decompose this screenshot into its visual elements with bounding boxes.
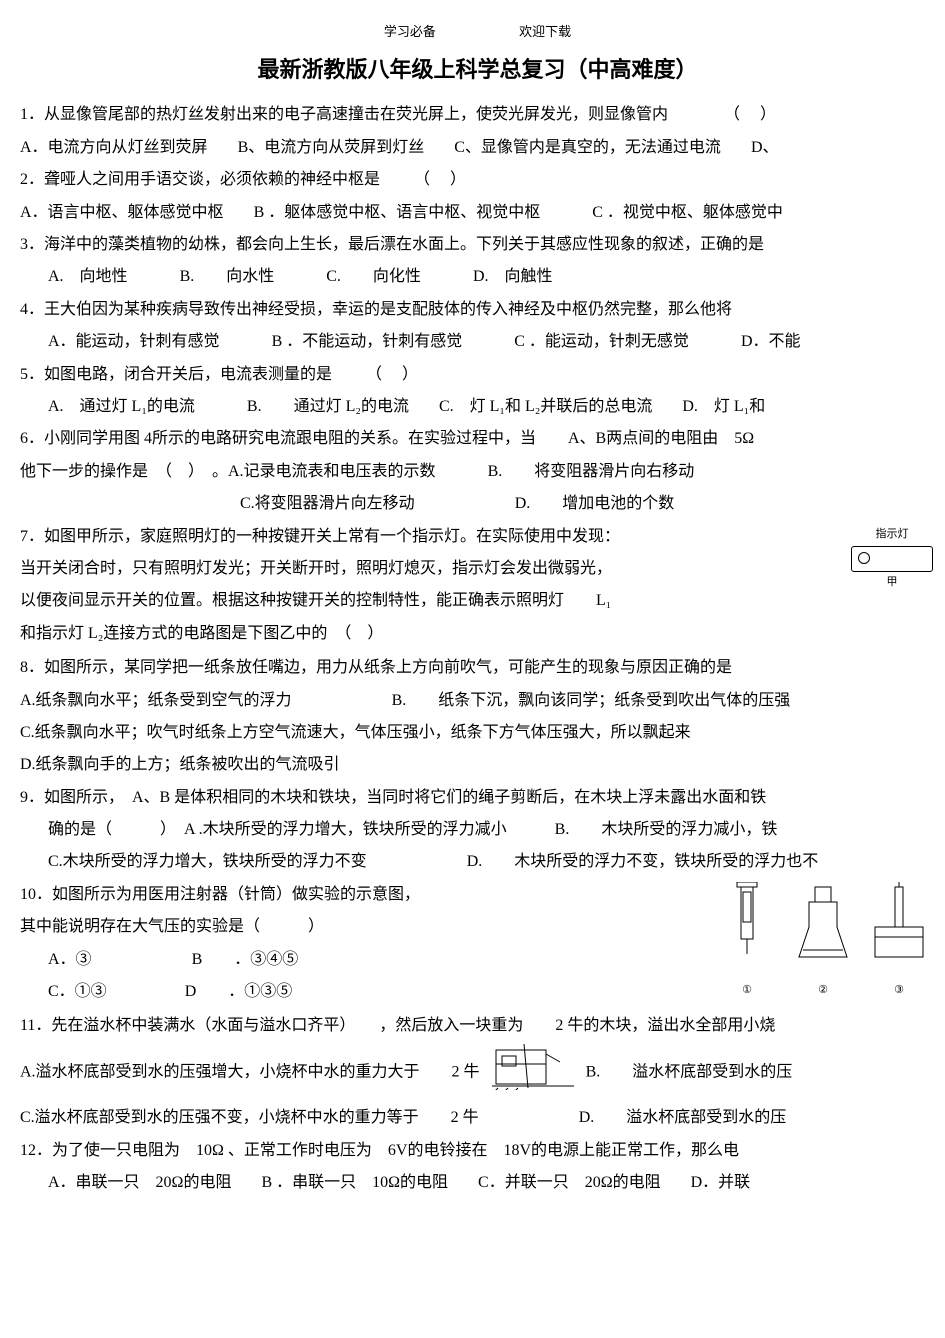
q11-cd: C.溢水杯底部受到水的压强不变，小烧杯中水的重力等于 2 牛 D. 溢水杯底部受… [20,1103,935,1133]
syringe-icon [713,882,781,972]
q12-options: A．串联一只 20Ω的电阻 B ．串联一只 10Ω的电阻 C．并联一只 20Ω的… [20,1168,935,1198]
q5-options: A. 通过灯 L₁的电流 B. 通过灯 L₂的电流 C. 灯 L₁和 L₂并联后… [20,392,935,422]
q8-d: D.纸条飘向手的上方；纸条被吹出的气流吸引 [20,750,935,780]
q11-stem: 11．先在溢水杯中装满水（水面与溢水口齐平） ，然后放入一块重为 2 牛的木块，… [20,1011,935,1041]
q7-stem4: 和指示灯 L₂连接方式的电路图是下图乙中的 （ ） [20,619,935,649]
q7-figure: 指示灯 甲 [849,524,935,594]
q6-stem1: 6．小刚同学用图 4所示的电路研究电流跟电阻的关系。在实验过程中，当 A、B两点… [20,424,935,454]
q9-stem2: 确的是（ ） A .木块所受的浮力增大，铁块所受的浮力减小 B. 木块所受的浮力… [20,815,935,845]
syringe-1: ① [711,882,783,1001]
q8-c: C.纸条飘向水平；吹气时纸条上方空气流速大，气体压强小，纸条下方气体压强大，所以… [20,718,935,748]
q1-options: A．电流方向从灯丝到荧屏 B、电流方向从荧屏到灯丝 C、显像管内是真空的，无法通… [20,133,935,163]
q4-stem: 4．王大伯因为某种疾病导致传出神经受损，幸运的是支配肢体的传入神经及中枢仍然完整… [20,295,935,325]
q4-options: A．能运动，针刺有感觉 B ．不能运动，针刺有感觉 C ．能运动，针刺无感觉 D… [20,327,935,357]
q2-options: A．语言中枢、躯体感觉中枢 B ．躯体感觉中枢、语言中枢、视觉中枢 C ．视觉中… [20,198,935,228]
q7-fig-bottom-label: 甲 [849,572,935,593]
q8-a: A.纸条飘向水平；纸条受到空气的浮力 B. 纸条下沉，飘向该同学；纸条受到吹出气… [20,686,935,716]
q6-stem2: 他下一步的操作是 （ ） 。A.记录电流表和电压表的示数 B. 将变阻器滑片向右… [20,457,935,487]
q3-options: A. 向地性 B. 向水性 C. 向化性 D. 向触性 [20,262,935,292]
q7-stem2: 当开关闭合时，只有照明灯发光；开关断开时，照明灯熄灭，指示灯会发出微弱光， [20,554,935,584]
q8-stem: 8．如图所示，某同学把一纸条放任嘴边，用力从纸条上方向前吹气，可能产生的现象与原… [20,653,935,683]
q9-stem1: 9．如图所示， A、B 是体积相同的木块和铁块，当同时将它们的绳子剪断后，在木块… [20,783,935,813]
q7-fig-top-label: 指示灯 [849,524,935,545]
header-right: 欢迎下载 [519,24,571,39]
q2-stem: 2．聋哑人之间用手语交谈，必须依赖的神经中枢是 （ ） [20,165,935,195]
syringe-2: ② [787,882,859,1001]
q11-ab: A.溢水杯底部受到水的压强增大，小烧杯中水的重力大于 2 牛 B. 溢水杯底部受… [20,1044,935,1101]
q12-stem: 12．为了使一只电阻为 10Ω 、正常工作时电压为 6V的电铃接在 18V的电源… [20,1136,935,1166]
q6-options-cd: C.将变阻器滑片向左移动 D. 增加电池的个数 [20,489,935,519]
syringe-3: ③ [863,882,935,1001]
document-title: 最新浙教版八年级上科学总复习（中高难度） [20,49,935,91]
switch-icon [851,546,933,572]
beaker-syringe-icon [865,882,933,972]
q9-cd: C.木块所受的浮力增大，铁块所受的浮力不变 D. 木块所受的浮力不变，铁块所受的… [20,847,935,877]
q11-figure [488,1044,578,1101]
flask-icon [789,882,857,972]
page-header: 学习必备 欢迎下载 [20,20,935,45]
q5-stem: 5．如图电路，闭合开关后，电流表测量的是 （ ） [20,360,935,390]
overflow-cup-icon [488,1044,578,1090]
q7-stem3: 以便夜间显示开关的位置。根据这种按键开关的控制特性，能正确表示照明灯 L₁ [20,586,935,616]
q10-figure: ① ② ③ [711,882,935,1001]
q3-stem: 3．海洋中的藻类植物的幼株，都会向上生长，最后漂在水面上。下列关于其感应性现象的… [20,230,935,260]
header-left: 学习必备 [384,24,436,39]
q7-stem1: 7．如图甲所示，家庭照明灯的一种按键开关上常有一个指示灯。在实际使用中发现： [20,522,935,552]
q1-stem: 1．从显像管尾部的热灯丝发射出来的电子高速撞击在荧光屏上，使荧光屏发光，则显像管… [20,100,935,130]
